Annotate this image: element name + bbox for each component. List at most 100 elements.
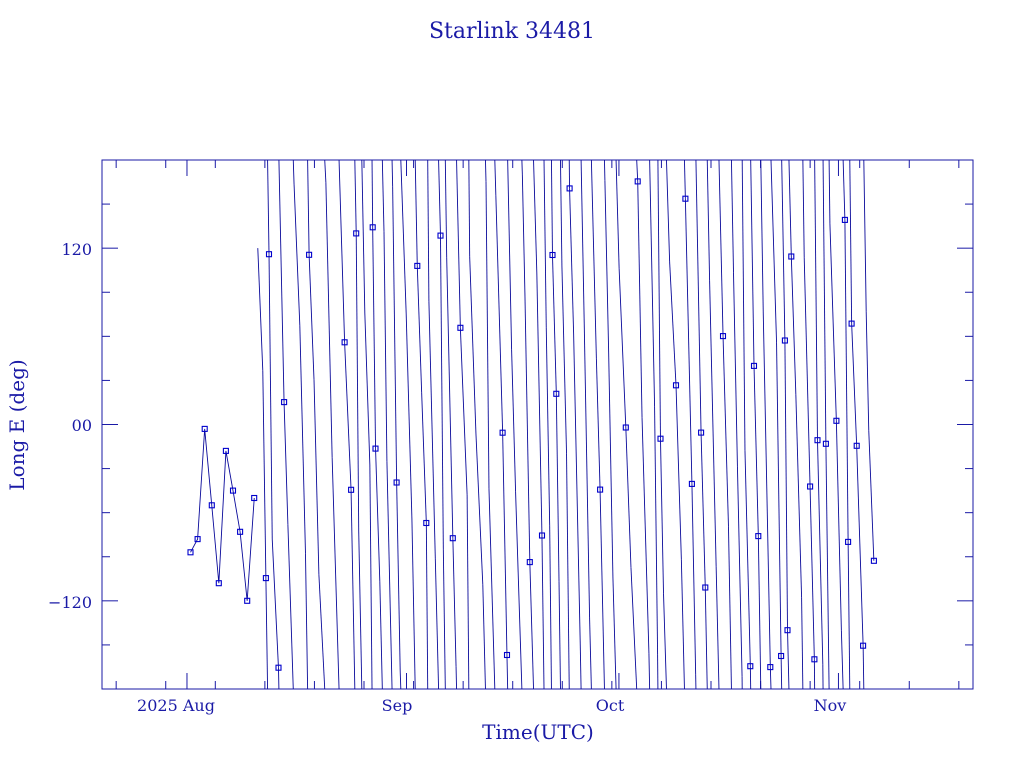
- data-point: [437, 232, 444, 239]
- series-trace-segment: [442, 549, 446, 690]
- series-trace-segment: [440, 235, 444, 550]
- series-trace-segment: [495, 195, 504, 433]
- series-trace-segment: [863, 159, 867, 312]
- series-trace-segment: [434, 558, 440, 690]
- series-trace-segment: [618, 268, 627, 428]
- data-point: [788, 253, 795, 260]
- y-tick-label-0: 00: [72, 416, 92, 435]
- series-trace-segment: [344, 342, 352, 490]
- data-point: [784, 627, 791, 634]
- series-trace-segment: [405, 313, 413, 519]
- data-point: [503, 651, 511, 659]
- data-point: [208, 502, 215, 509]
- series-trace-segment: [455, 666, 458, 690]
- series-trace-segment: [630, 567, 638, 690]
- chart-title: Starlink 34481: [429, 19, 595, 44]
- data-point: [244, 597, 251, 604]
- series-trace-segment: [438, 159, 441, 236]
- series-trace-segment: [444, 159, 448, 258]
- series-trace-segment: [552, 254, 557, 394]
- series-trace-segment: [399, 671, 402, 690]
- x-tick-label-nov: Nov: [814, 696, 847, 715]
- series-trace-segment: [776, 342, 782, 656]
- series-trace-segment: [573, 334, 581, 644]
- series-trace-segment: [709, 280, 717, 567]
- data-point: [553, 390, 560, 397]
- series-trace-segment: [781, 159, 786, 341]
- series-trace-segment: [541, 535, 545, 690]
- data-point: [414, 262, 421, 269]
- series-trace-segment: [657, 159, 661, 439]
- series-trace-segment: [649, 159, 656, 407]
- series-trace-segment: [529, 562, 534, 690]
- series-trace-segment: [488, 488, 496, 690]
- data-point: [698, 429, 705, 436]
- data-point: [348, 486, 355, 493]
- series-trace-segment: [386, 461, 393, 690]
- series-trace-segment: [355, 233, 360, 532]
- series-trace-segment: [494, 159, 497, 196]
- data-point: [281, 399, 288, 406]
- series-trace-segment: [589, 617, 592, 690]
- x-axis-label: Time(UTC): [482, 720, 594, 744]
- series-trace-segment: [318, 574, 326, 690]
- series-trace-segment: [728, 526, 732, 690]
- data-point: [634, 178, 641, 185]
- series-trace-segment: [331, 457, 340, 674]
- series-trace-segment: [849, 159, 853, 324]
- data-point: [251, 494, 258, 502]
- series-trace-segment: [691, 483, 697, 675]
- series-trace-segment: [372, 227, 376, 449]
- series-trace-segment: [414, 159, 418, 266]
- series-trace-segment: [790, 256, 797, 395]
- data-point: [622, 424, 629, 431]
- series-trace-segment: [744, 450, 751, 667]
- series-trace-segment: [555, 393, 560, 582]
- series-trace-segment: [287, 524, 294, 690]
- series-trace-segment: [292, 159, 295, 185]
- series-trace-segment: [840, 630, 844, 690]
- series-trace-segment: [515, 491, 523, 690]
- series-trace-segment: [371, 159, 374, 228]
- series-trace-segment: [392, 186, 398, 483]
- series-trace-segment: [350, 489, 356, 690]
- data-point: [549, 251, 556, 259]
- series-trace-segment: [770, 159, 778, 343]
- data-point: [526, 559, 533, 566]
- series-trace-segment: [654, 406, 659, 655]
- series-trace-segment: [265, 578, 269, 690]
- series-trace-segment: [706, 159, 711, 281]
- data-point: [369, 224, 376, 231]
- data-point: [457, 324, 464, 331]
- series-trace-segment: [780, 655, 783, 690]
- data-point: [702, 584, 709, 591]
- series-trace-segment: [700, 432, 706, 588]
- series-trace-segment: [485, 181, 490, 489]
- data-point: [215, 580, 222, 587]
- series-line-initial: [190, 428, 255, 601]
- series-trace-segment: [865, 311, 870, 431]
- series-trace-segment: [558, 581, 561, 690]
- series-trace-segment: [482, 584, 486, 690]
- y-tick-label-minus120: −120: [48, 593, 92, 612]
- series-trace-segment: [733, 272, 738, 467]
- data-point: [201, 425, 208, 432]
- series-trace-segment: [396, 482, 401, 672]
- data-point: [845, 538, 852, 545]
- data-point: [747, 663, 754, 670]
- series-trace-segment: [459, 327, 468, 495]
- plot-frame: [101, 159, 974, 690]
- series-trace-segment: [533, 159, 538, 273]
- series-trace-segment: [599, 489, 605, 690]
- series-trace-segment: [268, 254, 273, 540]
- series-trace-segment: [580, 159, 585, 328]
- data-point: [222, 447, 229, 454]
- data-point: [353, 230, 360, 237]
- x-tick-label-sep: Sep: [382, 696, 413, 715]
- series-trace-segment: [427, 159, 430, 302]
- series-trace-segment: [829, 223, 837, 421]
- series-trace-segment: [524, 295, 531, 563]
- series-trace-segment: [856, 445, 864, 646]
- series-trace-segment: [868, 430, 875, 561]
- series-trace-segment: [809, 486, 815, 660]
